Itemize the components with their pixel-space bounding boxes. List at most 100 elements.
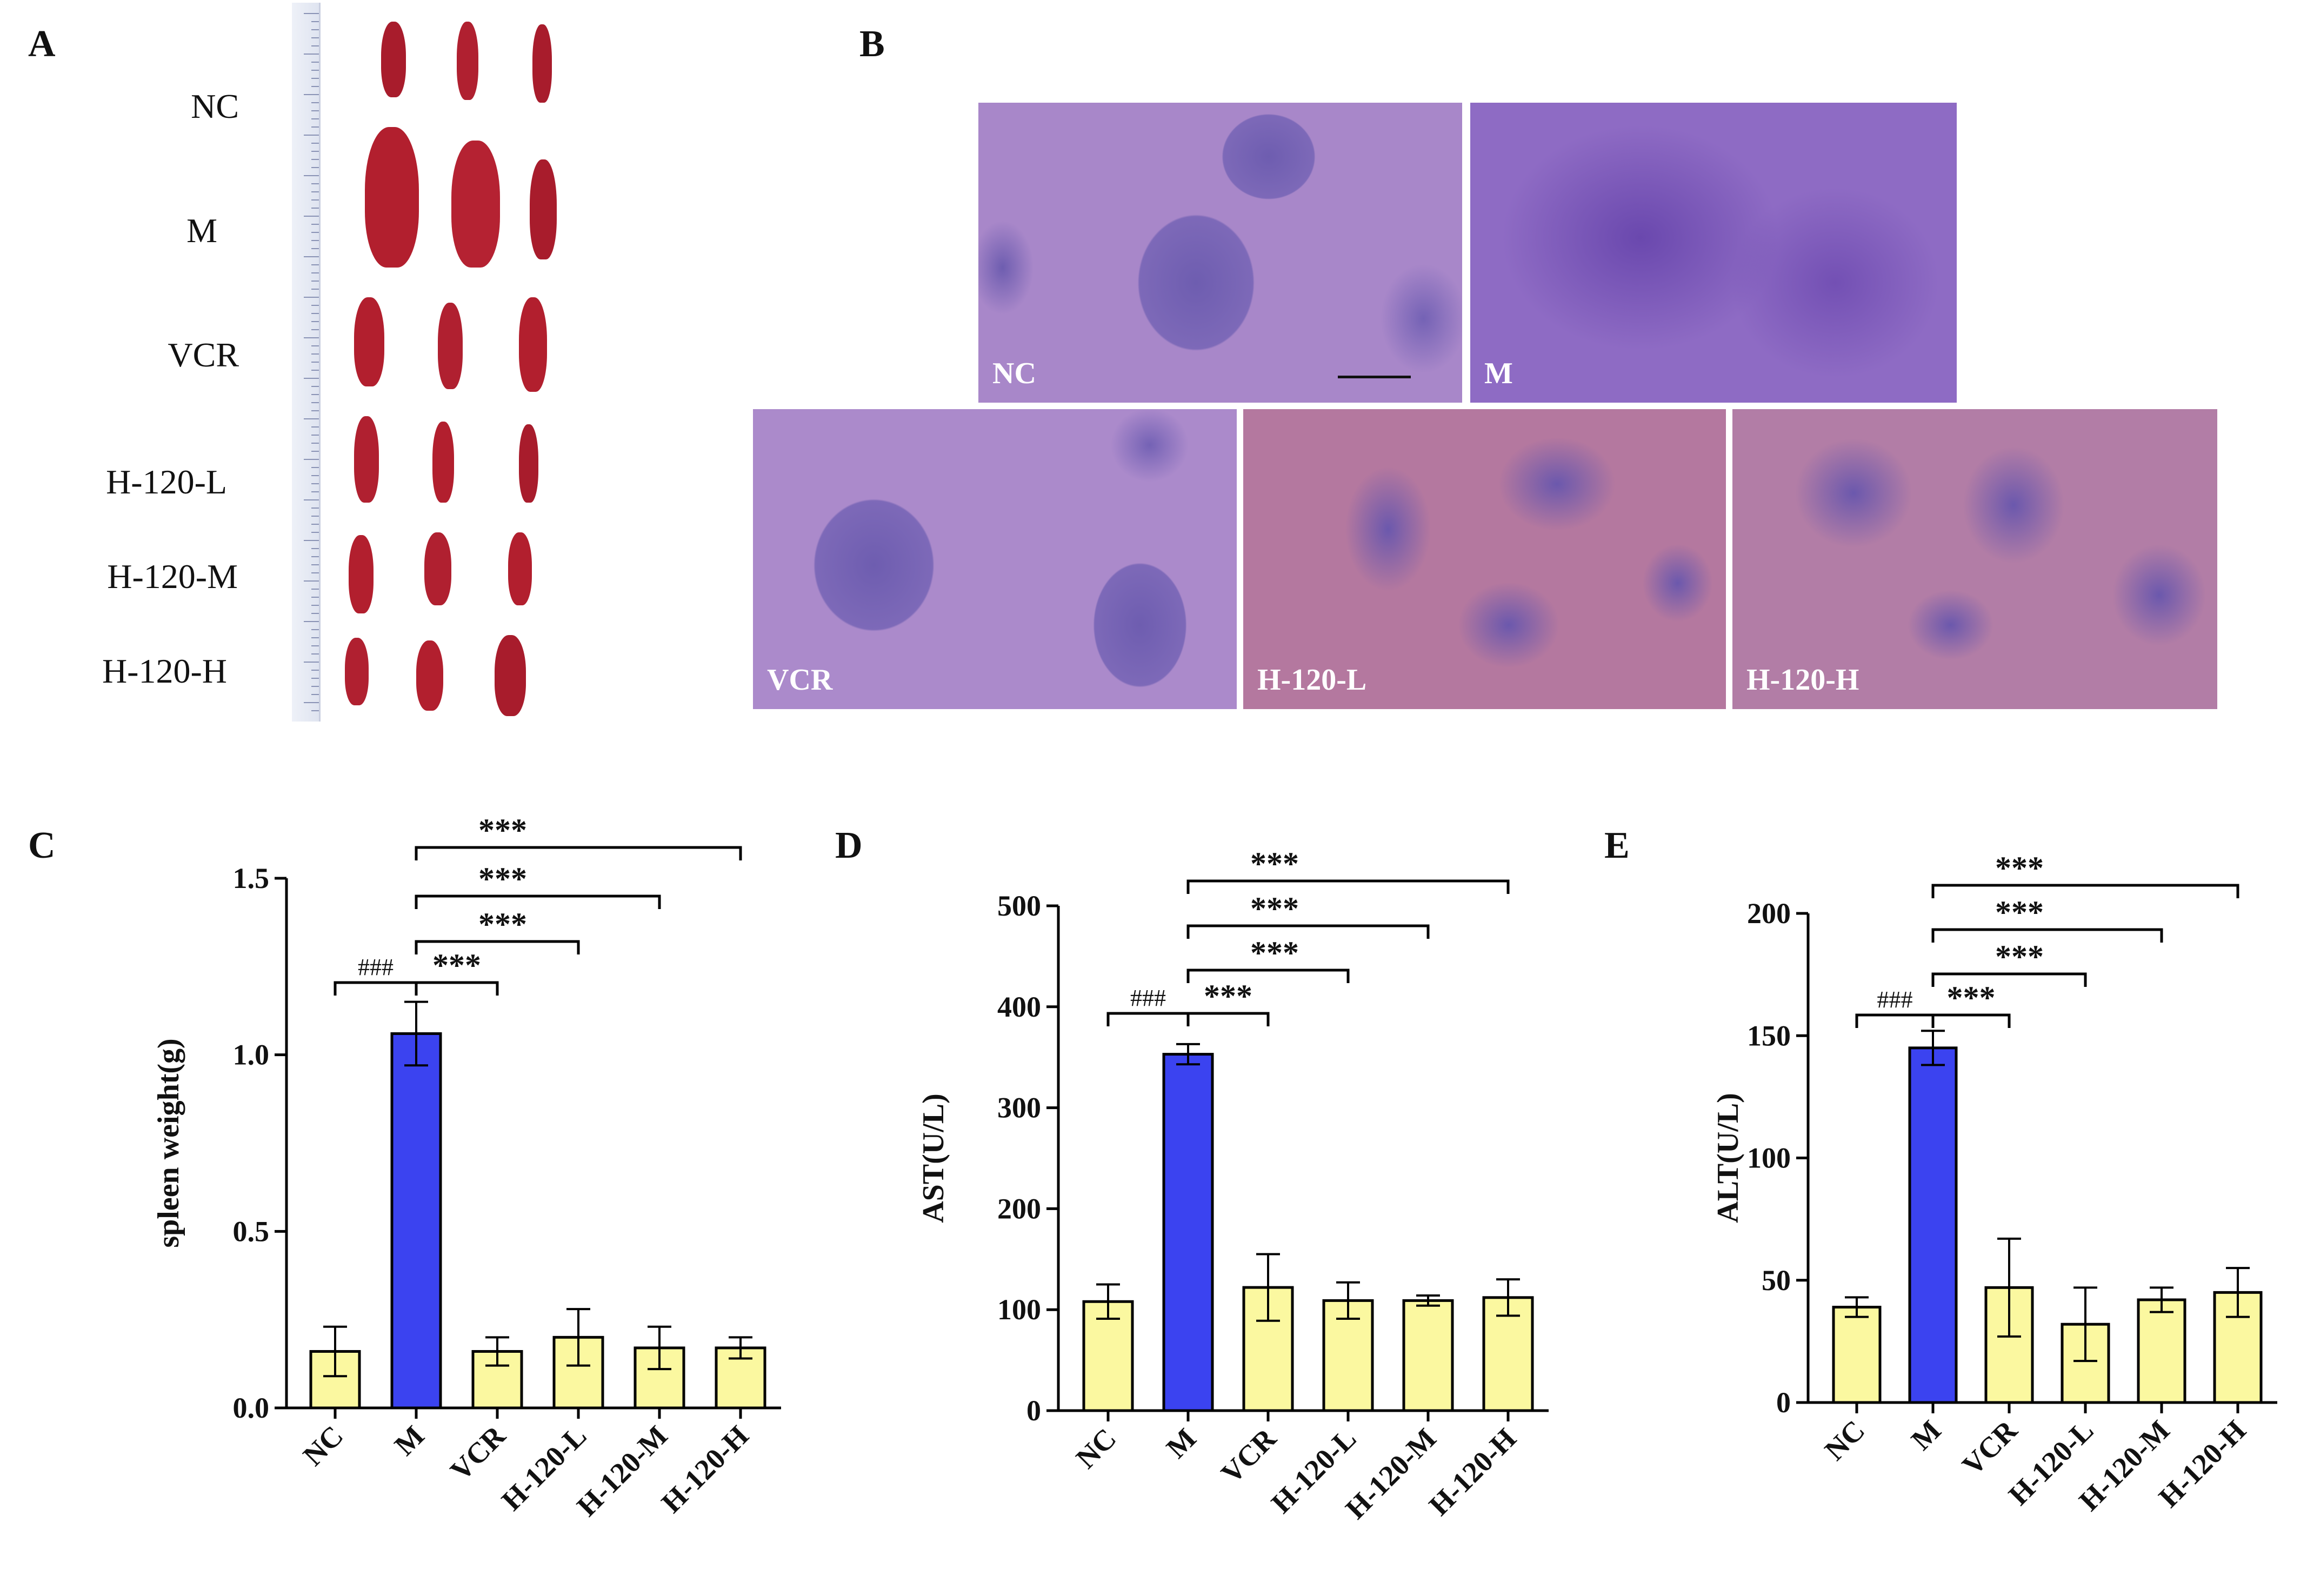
spleen-specimen <box>365 127 419 268</box>
significance-bracket <box>415 846 742 860</box>
x-tick-label: VCR <box>444 1419 512 1487</box>
spleen-specimen <box>349 535 374 613</box>
panel-letter-c: C <box>28 825 56 866</box>
significance-label: *** <box>1995 939 2044 974</box>
ruler-ticks <box>304 13 319 711</box>
spleen-label-vcr: VCR <box>168 336 239 374</box>
y-tick-label: 0 <box>1776 1386 1791 1419</box>
significance-bracket <box>1186 879 1510 894</box>
panel-letter-d: D <box>835 825 863 866</box>
y-tick-label: 0.5 <box>233 1215 270 1247</box>
x-tick-label: H-120-H <box>655 1419 755 1519</box>
x-tick-label: M <box>388 1419 430 1461</box>
significance-bracket <box>1186 969 1350 983</box>
bar-m <box>1908 1046 1958 1404</box>
significance-bracket <box>1186 1012 1270 1026</box>
panel-letter-e: E <box>1604 825 1630 866</box>
x-tick-label: M <box>1905 1414 1947 1456</box>
significance-label: *** <box>1250 935 1299 971</box>
spleen-specimen <box>519 297 547 392</box>
significance-bracket <box>415 894 661 909</box>
significance-bracket <box>1931 972 2087 987</box>
y-axis-label: ALT(U/L) <box>1711 1093 1745 1223</box>
panel-letter-a: A <box>28 23 56 65</box>
y-tick-label: 1.0 <box>233 1039 270 1071</box>
histology-label-nc: NC <box>992 357 1036 390</box>
significance-label: *** <box>478 861 527 897</box>
spleen-label-m: M <box>186 211 217 250</box>
spleen-label-nc: NC <box>191 87 239 125</box>
significance-label: *** <box>478 906 527 942</box>
x-tick-label: H-120-H <box>1423 1422 1523 1522</box>
spleen-specimen <box>532 24 552 103</box>
y-axis-label: spleen weight(g) <box>152 1038 185 1247</box>
histology-label-h120h: H-120-H <box>1746 663 1859 697</box>
spleen-specimen <box>519 424 538 503</box>
spleen-specimen <box>424 532 451 605</box>
significance-label: *** <box>1995 850 2044 886</box>
bar-m <box>390 1032 442 1410</box>
significance-label: *** <box>1995 894 2044 930</box>
y-tick-label: 150 <box>1747 1019 1791 1052</box>
bar-chart-spleen: 0.0 0.5 1.0 1.5 spleen weight(g) NC M VCR H-120-… <box>152 812 781 1522</box>
histology-label-m: M <box>1484 357 1513 390</box>
significance-label: *** <box>1204 978 1252 1014</box>
spleen-specimen <box>354 416 379 503</box>
bar-h-120-m <box>1402 1299 1454 1412</box>
y-tick-label: 100 <box>1747 1142 1791 1174</box>
x-tick-label: NC <box>297 1419 350 1472</box>
histology-label-vcr: VCR <box>767 663 833 697</box>
y-axis-label: AST(U/L) <box>917 1093 950 1223</box>
histology-image-m: M <box>1470 103 1957 403</box>
spleen-specimen <box>438 303 463 389</box>
spleen-label-h120m: H-120-M <box>107 557 238 596</box>
significance-bracket <box>1855 1013 1935 1028</box>
spleen-label-h120h: H-120-H <box>102 652 227 690</box>
significance-label: *** <box>1250 891 1299 926</box>
bar-h-120-m <box>2137 1298 2186 1404</box>
histology-label-h120l: H-120-L <box>1257 663 1367 697</box>
y-tick-label: 300 <box>997 1092 1041 1124</box>
significance-bracket <box>1931 1013 2011 1028</box>
x-tick-label: VCR <box>1215 1421 1283 1490</box>
x-tick-label: NC <box>1818 1414 1871 1467</box>
significance-label: ### <box>358 954 394 980</box>
spleen-specimen <box>451 141 500 268</box>
spleen-specimen <box>457 22 478 100</box>
significance-label: *** <box>1250 846 1299 882</box>
x-tick-label: NC <box>1070 1422 1123 1475</box>
significance-label: ### <box>1877 986 1913 1013</box>
ruler <box>292 3 321 722</box>
significance-bracket <box>334 981 418 996</box>
y-tick-label: 200 <box>997 1192 1041 1225</box>
y-tick-label: 500 <box>997 890 1041 922</box>
y-tick-label: 0.0 <box>233 1392 270 1424</box>
significance-bracket <box>1186 924 1430 939</box>
spleen-specimen <box>345 638 369 705</box>
histology-image-nc: NC <box>978 103 1462 403</box>
x-tick-label: H-120-M <box>571 1419 674 1522</box>
spleen-specimen <box>381 22 406 97</box>
significance-label: *** <box>432 947 481 983</box>
significance-bracket <box>1931 928 2163 943</box>
spleen-specimen <box>508 532 532 605</box>
histology-image-vcr: VCR <box>753 409 1237 709</box>
significance-label: ### <box>1130 985 1166 1011</box>
x-tick-label: M <box>1160 1422 1202 1464</box>
x-tick-label: VCR <box>1956 1413 2024 1481</box>
y-tick-label: 50 <box>1762 1264 1791 1297</box>
histology-image-h120l: H-120-L <box>1243 409 1726 709</box>
bar-m <box>1162 1053 1214 1412</box>
y-tick-label: 400 <box>997 991 1041 1023</box>
spleen-specimen <box>530 159 557 259</box>
spleen-label-h120l: H-120-L <box>106 463 227 501</box>
y-tick-label: 0 <box>1026 1394 1041 1427</box>
significance-bracket <box>415 940 580 954</box>
significance-label: *** <box>478 812 527 848</box>
spleen-specimen <box>354 297 384 386</box>
significance-bracket <box>1106 1012 1190 1026</box>
bar-nc <box>1832 1306 1882 1404</box>
